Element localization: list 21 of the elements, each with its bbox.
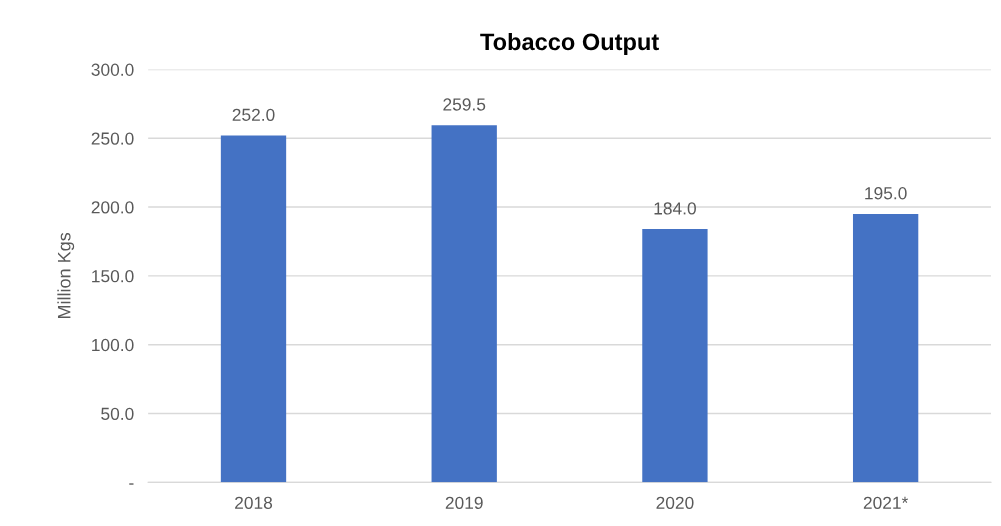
chart-title: Tobacco Output (480, 32, 659, 55)
y-tick-label: 150.0 (92, 270, 134, 283)
bar (431, 125, 497, 483)
data-label: 195.0 (865, 187, 907, 200)
y-tick-label: 300.0 (91, 63, 134, 76)
y-tick-label: 200.0 (91, 201, 134, 214)
data-label: 252.0 (232, 108, 275, 121)
x-tick-label: 2019 (445, 496, 483, 509)
bar (642, 229, 708, 483)
x-tick-label: 2018 (235, 496, 273, 509)
x-tick-label: 2020 (656, 496, 694, 509)
y-tick-label: 50.0 (101, 407, 134, 420)
bar (852, 213, 919, 483)
data-label: 184.0 (654, 202, 696, 215)
y-axis-title: Million Kgs (57, 232, 75, 319)
y-tick-label: 100.0 (92, 338, 134, 352)
y-tick-label: 250.0 (91, 132, 134, 145)
data-label: 259.5 (443, 98, 486, 111)
x-tick-label: 2021* (863, 496, 909, 509)
y-tick-label: - (129, 483, 134, 485)
bar (220, 135, 287, 483)
